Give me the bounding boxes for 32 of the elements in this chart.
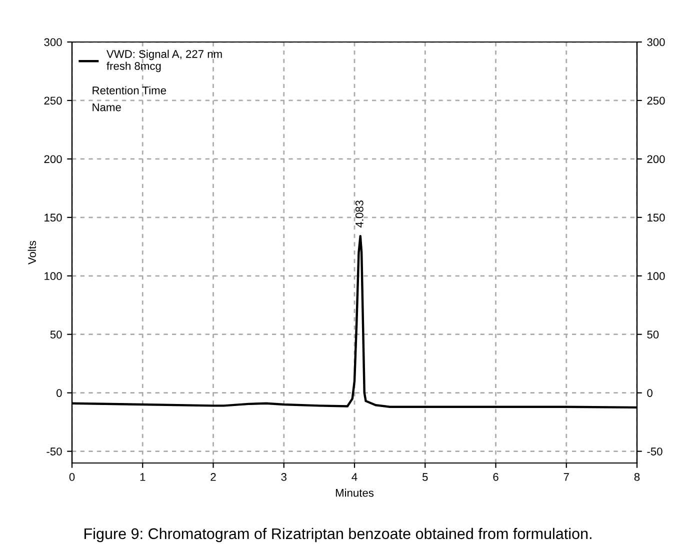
- y2-tick-label: 50: [647, 330, 659, 338]
- y2-tick-label: 250: [647, 96, 665, 105]
- caption: Figure 9: Chromatogram of Rizatriptan benzoate obtained from formulation.: [84, 528, 592, 542]
- legend-label: VWD: Signal A, 227 nm fresh 8mcg: [106, 50, 222, 72]
- x-tick-label: 2: [210, 473, 216, 481]
- x-tick-label: 7: [564, 473, 569, 481]
- y-tick-label: -50: [46, 448, 62, 456]
- y-axis-title: Volts: [28, 240, 36, 264]
- y-tick-label: 100: [44, 272, 62, 280]
- y2-tick-label: 200: [647, 155, 665, 164]
- x-tick-label: 5: [422, 473, 428, 481]
- x-tick-label: 0: [69, 473, 75, 481]
- y2-tick-label: -50: [647, 448, 662, 456]
- y2-tick-label: 0: [647, 389, 652, 397]
- y-tick-label: 300: [44, 38, 62, 46]
- y-tick-label: 0: [56, 389, 62, 397]
- x-tick-label: 1: [140, 473, 146, 481]
- y-tick-label: 150: [44, 214, 62, 222]
- y-tick-label: 250: [44, 96, 62, 105]
- y2-tick-label: 300: [647, 38, 665, 46]
- y-tick-label: 200: [44, 155, 62, 164]
- x-axis-title: Minutes: [336, 488, 374, 497]
- y2-tick-label: 100: [648, 272, 665, 280]
- y-tick-label: 50: [50, 330, 62, 338]
- x-tick-label: 8: [634, 473, 640, 481]
- x-tick-label: 3: [281, 473, 286, 481]
- annotation: 4.083: [355, 200, 364, 228]
- annotation: Retention Time: [92, 86, 166, 94]
- y2-tick-label: 150: [648, 214, 665, 222]
- annotation: Name: [92, 103, 121, 112]
- x-tick-label: 4: [352, 473, 358, 481]
- x-tick-label: 6: [493, 473, 498, 481]
